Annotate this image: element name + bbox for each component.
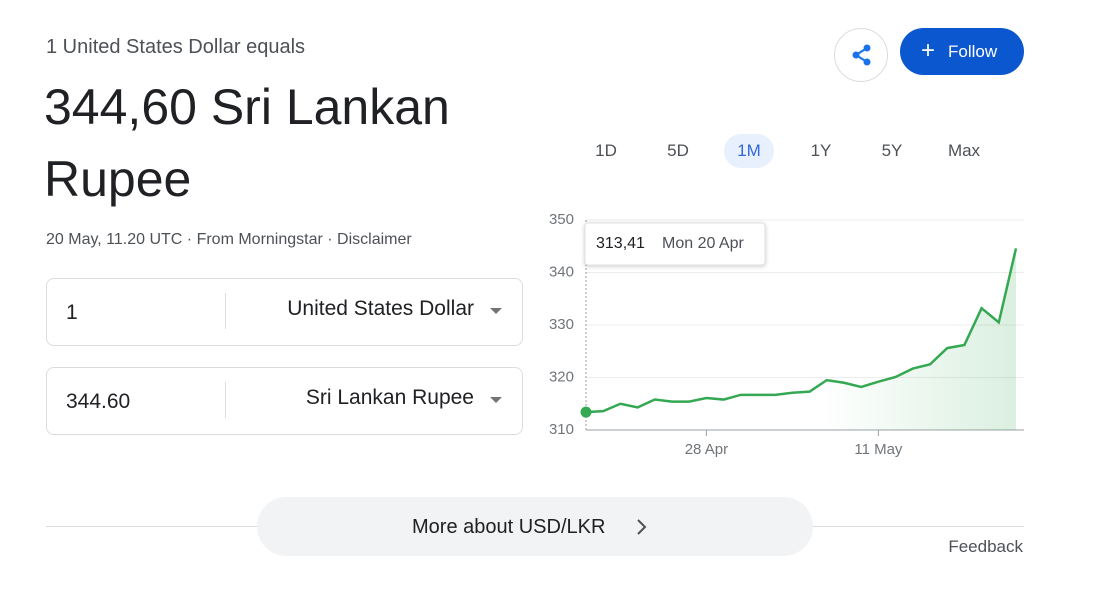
y-tick-label: 310 — [549, 421, 574, 438]
more-label: More about USD/LKR — [412, 516, 606, 538]
range-option[interactable]: 5Y — [881, 141, 903, 160]
x-tick-label: 11 May — [854, 441, 903, 458]
amount-row[interactable]: 344.60 Sri Lankan Rupee — [46, 367, 523, 435]
share-icon — [852, 44, 871, 66]
share-button[interactable] — [834, 28, 888, 82]
disclaimer[interactable]: Disclaimer — [337, 231, 412, 248]
range-option[interactable]: Max — [947, 141, 981, 160]
tooltip-value: 313,41 — [596, 235, 645, 252]
follow-label: Follow — [948, 42, 998, 61]
amount-row[interactable]: 1 United States Dollar — [46, 278, 523, 346]
currency[interactable]: United States Dollar — [287, 297, 474, 320]
dropdown-arrow — [490, 397, 502, 403]
hover-point — [580, 406, 592, 418]
y-tick-label: 320 — [549, 368, 574, 385]
amount[interactable]: 1 — [66, 301, 78, 324]
range-option[interactable]: 1Y — [810, 141, 832, 160]
result: 344,60 Sri Lankan Rupee — [44, 79, 450, 207]
range-option[interactable]: 5D — [667, 141, 689, 160]
tooltip-date: Mon 20 Apr — [662, 235, 745, 252]
range-option[interactable]: 1M — [724, 134, 774, 168]
chevron — [637, 519, 647, 535]
y-tick-label: 330 — [549, 316, 574, 333]
follow-button[interactable]: + Follow — [900, 28, 1024, 75]
currency[interactable]: Sri Lankan Rupee — [305, 386, 474, 409]
tooltip: 313,41 Mon 20 Apr — [584, 222, 766, 266]
tooltip-box — [584, 222, 766, 266]
more-button[interactable]: More about USD/LKR — [257, 497, 813, 556]
area — [586, 248, 1016, 430]
timestamp: 20 May, 11.20 UTC — [46, 231, 183, 248]
range-option[interactable]: 1D — [595, 141, 617, 160]
y-tick-label: 340 — [549, 263, 574, 280]
plus-icon: + — [921, 37, 936, 64]
chart: 310 320 330 340 350 28 Apr 11 May 313,41 Mon 20 … — [549, 211, 1024, 458]
x-tick-label: 28 Apr — [685, 441, 728, 458]
y-tick-label: 350 — [549, 211, 574, 228]
divider — [225, 293, 226, 329]
feedback[interactable]: Feedback — [948, 537, 1023, 556]
intro: 1 United States Dollar equals — [46, 36, 306, 58]
amount[interactable]: 344.60 — [66, 390, 131, 413]
dropdown-arrow — [490, 308, 502, 314]
divider — [225, 382, 226, 418]
line — [585, 248, 1018, 414]
meta: 20 May, 11.20 UTC · From Morningstar · D… — [46, 231, 412, 248]
source: From Morningstar — [196, 231, 323, 248]
